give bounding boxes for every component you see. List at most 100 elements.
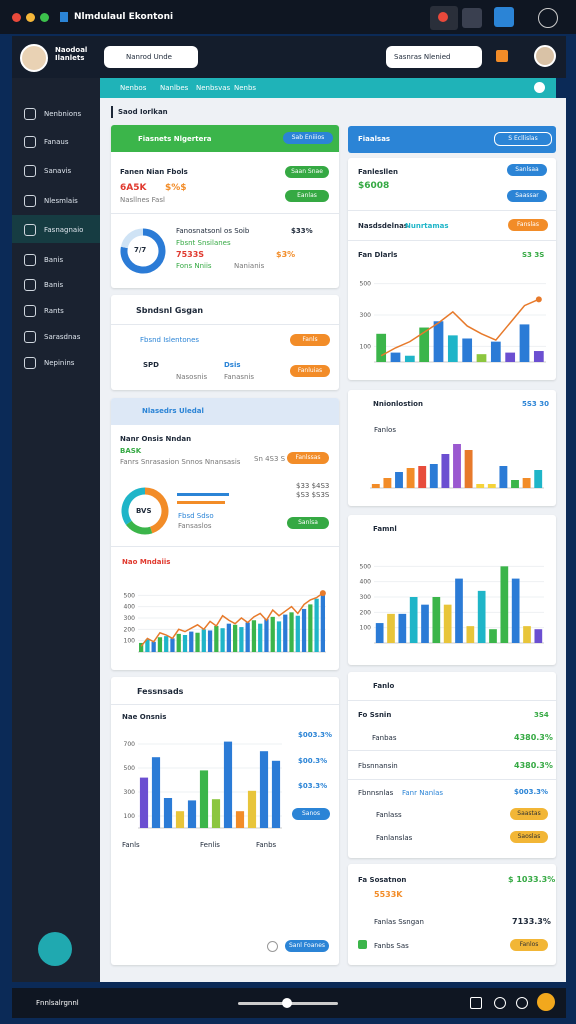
action-pill[interactable]: Fanls	[290, 334, 330, 346]
camera-button[interactable]	[494, 997, 506, 1009]
action-pill[interactable]: Sanos	[292, 808, 330, 820]
tab-action[interactable]	[534, 82, 545, 93]
bar	[276, 621, 282, 652]
bar	[455, 578, 463, 643]
divider	[111, 546, 339, 547]
action-pill[interactable]: Fanslas	[508, 219, 548, 231]
menu-item[interactable]: Nlesmlais	[44, 197, 78, 205]
value: $00.3%	[298, 757, 328, 765]
y-tick-label: 500	[360, 281, 372, 288]
bar	[195, 632, 200, 652]
menu-item[interactable]: Fanaus	[44, 138, 69, 146]
tab[interactable]: Nenbos	[120, 84, 147, 92]
heading: Nae Onsnis	[122, 713, 167, 721]
bar	[404, 355, 415, 362]
info-icon[interactable]	[267, 941, 278, 952]
bar	[201, 629, 206, 652]
divider	[348, 779, 556, 780]
bar	[418, 466, 427, 488]
minimize-button[interactable]	[26, 13, 35, 22]
menu-item[interactable]: Rants	[44, 307, 64, 315]
bar	[447, 335, 458, 362]
menu-item[interactable]: Nepinins	[44, 359, 75, 367]
label: Fansaslos	[178, 522, 212, 530]
search-placeholder: Nanrod Unde	[126, 53, 172, 61]
bar-chart: 100 300 500 700	[124, 741, 282, 829]
settings-button[interactable]	[516, 997, 528, 1009]
tab[interactable]: Nanlbes	[160, 84, 189, 92]
action-button[interactable]: Sanl Foanes	[285, 940, 329, 952]
panel-title: Nlasedrs Uledal	[142, 407, 204, 415]
bar-chart: 100 200 300 400 500	[124, 590, 326, 653]
status-pill[interactable]: Sanlsaa	[507, 164, 547, 176]
slider-thumb[interactable]	[282, 998, 292, 1008]
action-pill[interactable]: Fanlssas	[287, 452, 329, 464]
trend-point	[319, 590, 326, 597]
maximize-button[interactable]	[40, 13, 49, 22]
menu-item[interactable]: Sanavis	[44, 167, 72, 175]
label: Nanianis	[234, 262, 265, 270]
action-pill[interactable]: Fanlos	[510, 939, 548, 951]
y-tick-label: 400	[124, 604, 136, 611]
settings-button[interactable]	[538, 8, 558, 28]
search-box[interactable]	[104, 46, 198, 68]
bar	[139, 777, 149, 828]
menu-icon	[24, 254, 36, 266]
status-pill[interactable]: Eanlas	[285, 190, 329, 202]
menu-item[interactable]: Fasnagnaio	[44, 226, 84, 234]
y-tick-label: 100	[360, 343, 372, 350]
tab[interactable]: Nenbs	[234, 84, 257, 92]
action-pill[interactable]: Saastas	[510, 808, 548, 820]
bar	[534, 629, 543, 643]
panel-header	[348, 126, 556, 153]
value: 7533S	[176, 250, 205, 259]
status-pill[interactable]: Saassar	[507, 190, 547, 202]
panel-button[interactable]: Sab Eniiios	[283, 132, 333, 144]
meta: Sn 4S3 S	[254, 455, 286, 463]
bar	[487, 484, 496, 488]
menu-item[interactable]: Nenbnions	[44, 110, 82, 118]
avatar[interactable]	[20, 44, 48, 72]
close-button[interactable]	[12, 13, 21, 22]
apps-button[interactable]	[494, 7, 514, 27]
heading: Nunrtamas	[405, 222, 449, 230]
window-title: Nlmdulaul Ekontoni	[74, 12, 174, 22]
label: Nasosnis	[176, 373, 208, 381]
tab[interactable]: Nenbsvas	[196, 84, 231, 92]
profile-avatar[interactable]	[534, 45, 556, 67]
status-pill[interactable]: Saan Snae	[285, 166, 329, 178]
panel-button[interactable]: S Ecllislas	[494, 132, 552, 146]
bar	[409, 597, 418, 643]
heading: Nanr Onsis Nndan	[120, 435, 192, 443]
bar	[289, 612, 294, 652]
menu-icon	[24, 165, 36, 177]
y-tick-label: 500	[360, 563, 372, 570]
y-tick-label: 300	[360, 594, 372, 601]
home-button[interactable]	[470, 997, 482, 1009]
panel-title: Famnl	[373, 525, 397, 533]
subtext: Fanrs Snrasasion Snnos Nnansasis	[120, 458, 241, 466]
label: Fanlos	[374, 426, 396, 434]
divider	[348, 240, 556, 241]
action-pill[interactable]: Saoslas	[510, 831, 548, 843]
fab-button[interactable]	[38, 932, 72, 966]
value: 3S4	[534, 711, 549, 719]
bar	[283, 614, 288, 652]
status-pill[interactable]: Sanlsa	[287, 517, 329, 529]
value: $ 1033.3%	[508, 875, 556, 884]
heading: Nasdsdelnas	[358, 222, 408, 230]
action-pill[interactable]: Fanluias	[290, 365, 330, 377]
user-button[interactable]	[462, 8, 482, 28]
label: Fo Ssnin	[358, 711, 392, 719]
power-button[interactable]	[537, 993, 555, 1011]
search-box-2[interactable]	[386, 46, 482, 68]
menu-item[interactable]: Sarasdnas	[44, 333, 81, 341]
menu-item[interactable]: Banis	[44, 281, 64, 289]
subtext: Nasllnes Fasl	[120, 196, 165, 204]
alert-icon[interactable]	[496, 50, 508, 62]
panel	[111, 125, 339, 288]
menu-item[interactable]: Banis	[44, 256, 64, 264]
kpi: $%$	[165, 183, 187, 193]
y-tick-label: 700	[124, 741, 136, 748]
